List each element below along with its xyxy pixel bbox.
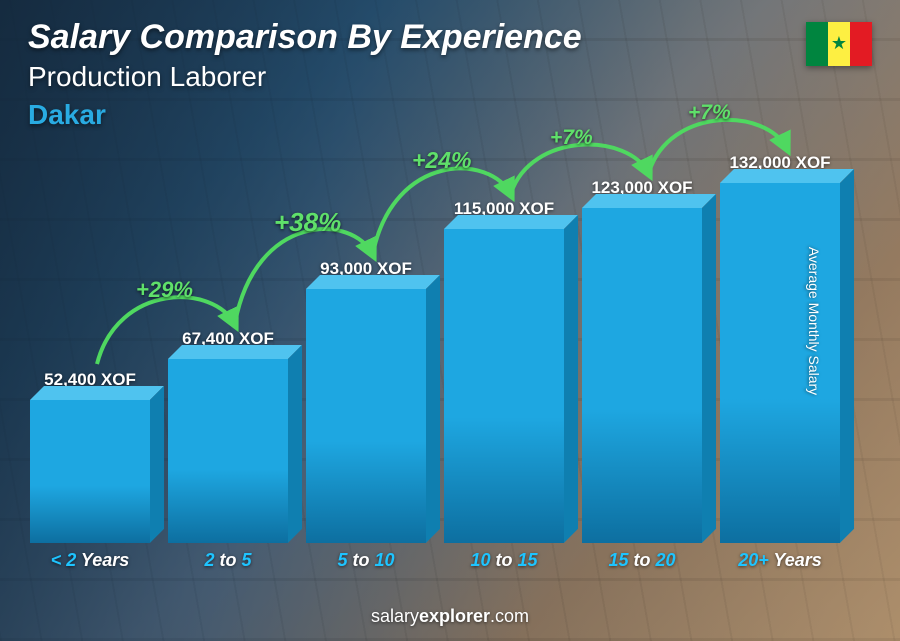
growth-label-2: +24% bbox=[412, 147, 471, 174]
growth-label-1: +38% bbox=[274, 207, 341, 238]
bar-shape bbox=[30, 400, 150, 543]
growth-label-4: +7% bbox=[688, 101, 731, 125]
bar-shape bbox=[444, 229, 564, 543]
x-label-5: 20+ Years bbox=[720, 550, 840, 571]
x-label-4: 15 to 20 bbox=[582, 550, 702, 571]
x-label-0: < 2 Years bbox=[30, 550, 150, 571]
brand-suffix: .com bbox=[490, 606, 529, 626]
footer-attribution: salaryexplorer.com bbox=[0, 606, 900, 627]
brand-prefix: salary bbox=[371, 606, 419, 626]
flag-stripe-1 bbox=[806, 22, 828, 66]
x-label-2: 5 to 10 bbox=[306, 550, 426, 571]
x-label-3: 10 to 15 bbox=[444, 550, 564, 571]
chart-area: 52,400 XOF67,400 XOF93,000 XOF115,000 XO… bbox=[30, 160, 840, 571]
flag-stripe-2: ★ bbox=[828, 22, 850, 66]
country-flag: ★ bbox=[806, 22, 872, 66]
growth-label-3: +7% bbox=[550, 126, 593, 150]
x-label-1: 2 to 5 bbox=[168, 550, 288, 571]
bar-0: 52,400 XOF bbox=[30, 370, 150, 543]
flag-stripe-3 bbox=[850, 22, 872, 66]
bar-shape bbox=[582, 208, 702, 543]
flag-star-icon: ★ bbox=[831, 33, 847, 54]
bar-shape bbox=[168, 359, 288, 543]
bar-4: 123,000 XOF bbox=[582, 178, 702, 543]
brand-bold: explorer bbox=[419, 606, 490, 626]
x-axis: < 2 Years 2 to 5 5 to 10 10 to 15 15 to 20 20… bbox=[30, 550, 840, 571]
y-axis-label: Average Monthly Salary bbox=[806, 246, 822, 394]
growth-label-0: +29% bbox=[136, 277, 193, 303]
chart-title: Salary Comparison By Experience bbox=[28, 18, 872, 57]
